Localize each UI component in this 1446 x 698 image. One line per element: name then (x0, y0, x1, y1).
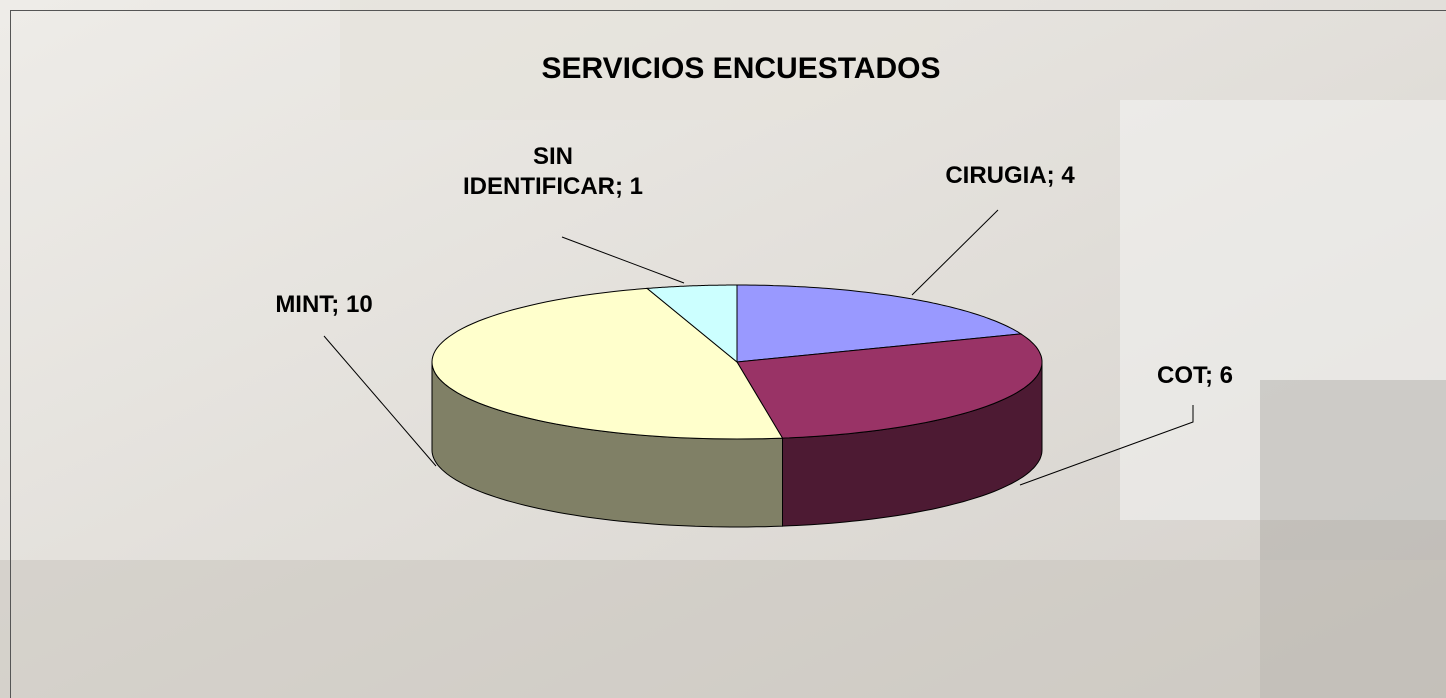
chart-title: SERVICIOS ENCUESTADOS (542, 52, 941, 85)
label-line: IDENTIFICAR; 1 (463, 173, 643, 200)
data-label: CIRUGIA; 4 (945, 162, 1075, 189)
chart: SERVICIOS ENCUESTADOS CIRUGIA; 4 COT; 6 MI… (0, 0, 1446, 698)
label-line: SIN (533, 143, 573, 170)
data-label: COT; 6 (1157, 362, 1233, 389)
data-label: MINT; 10 (275, 291, 372, 318)
background-shape (0, 560, 1446, 698)
